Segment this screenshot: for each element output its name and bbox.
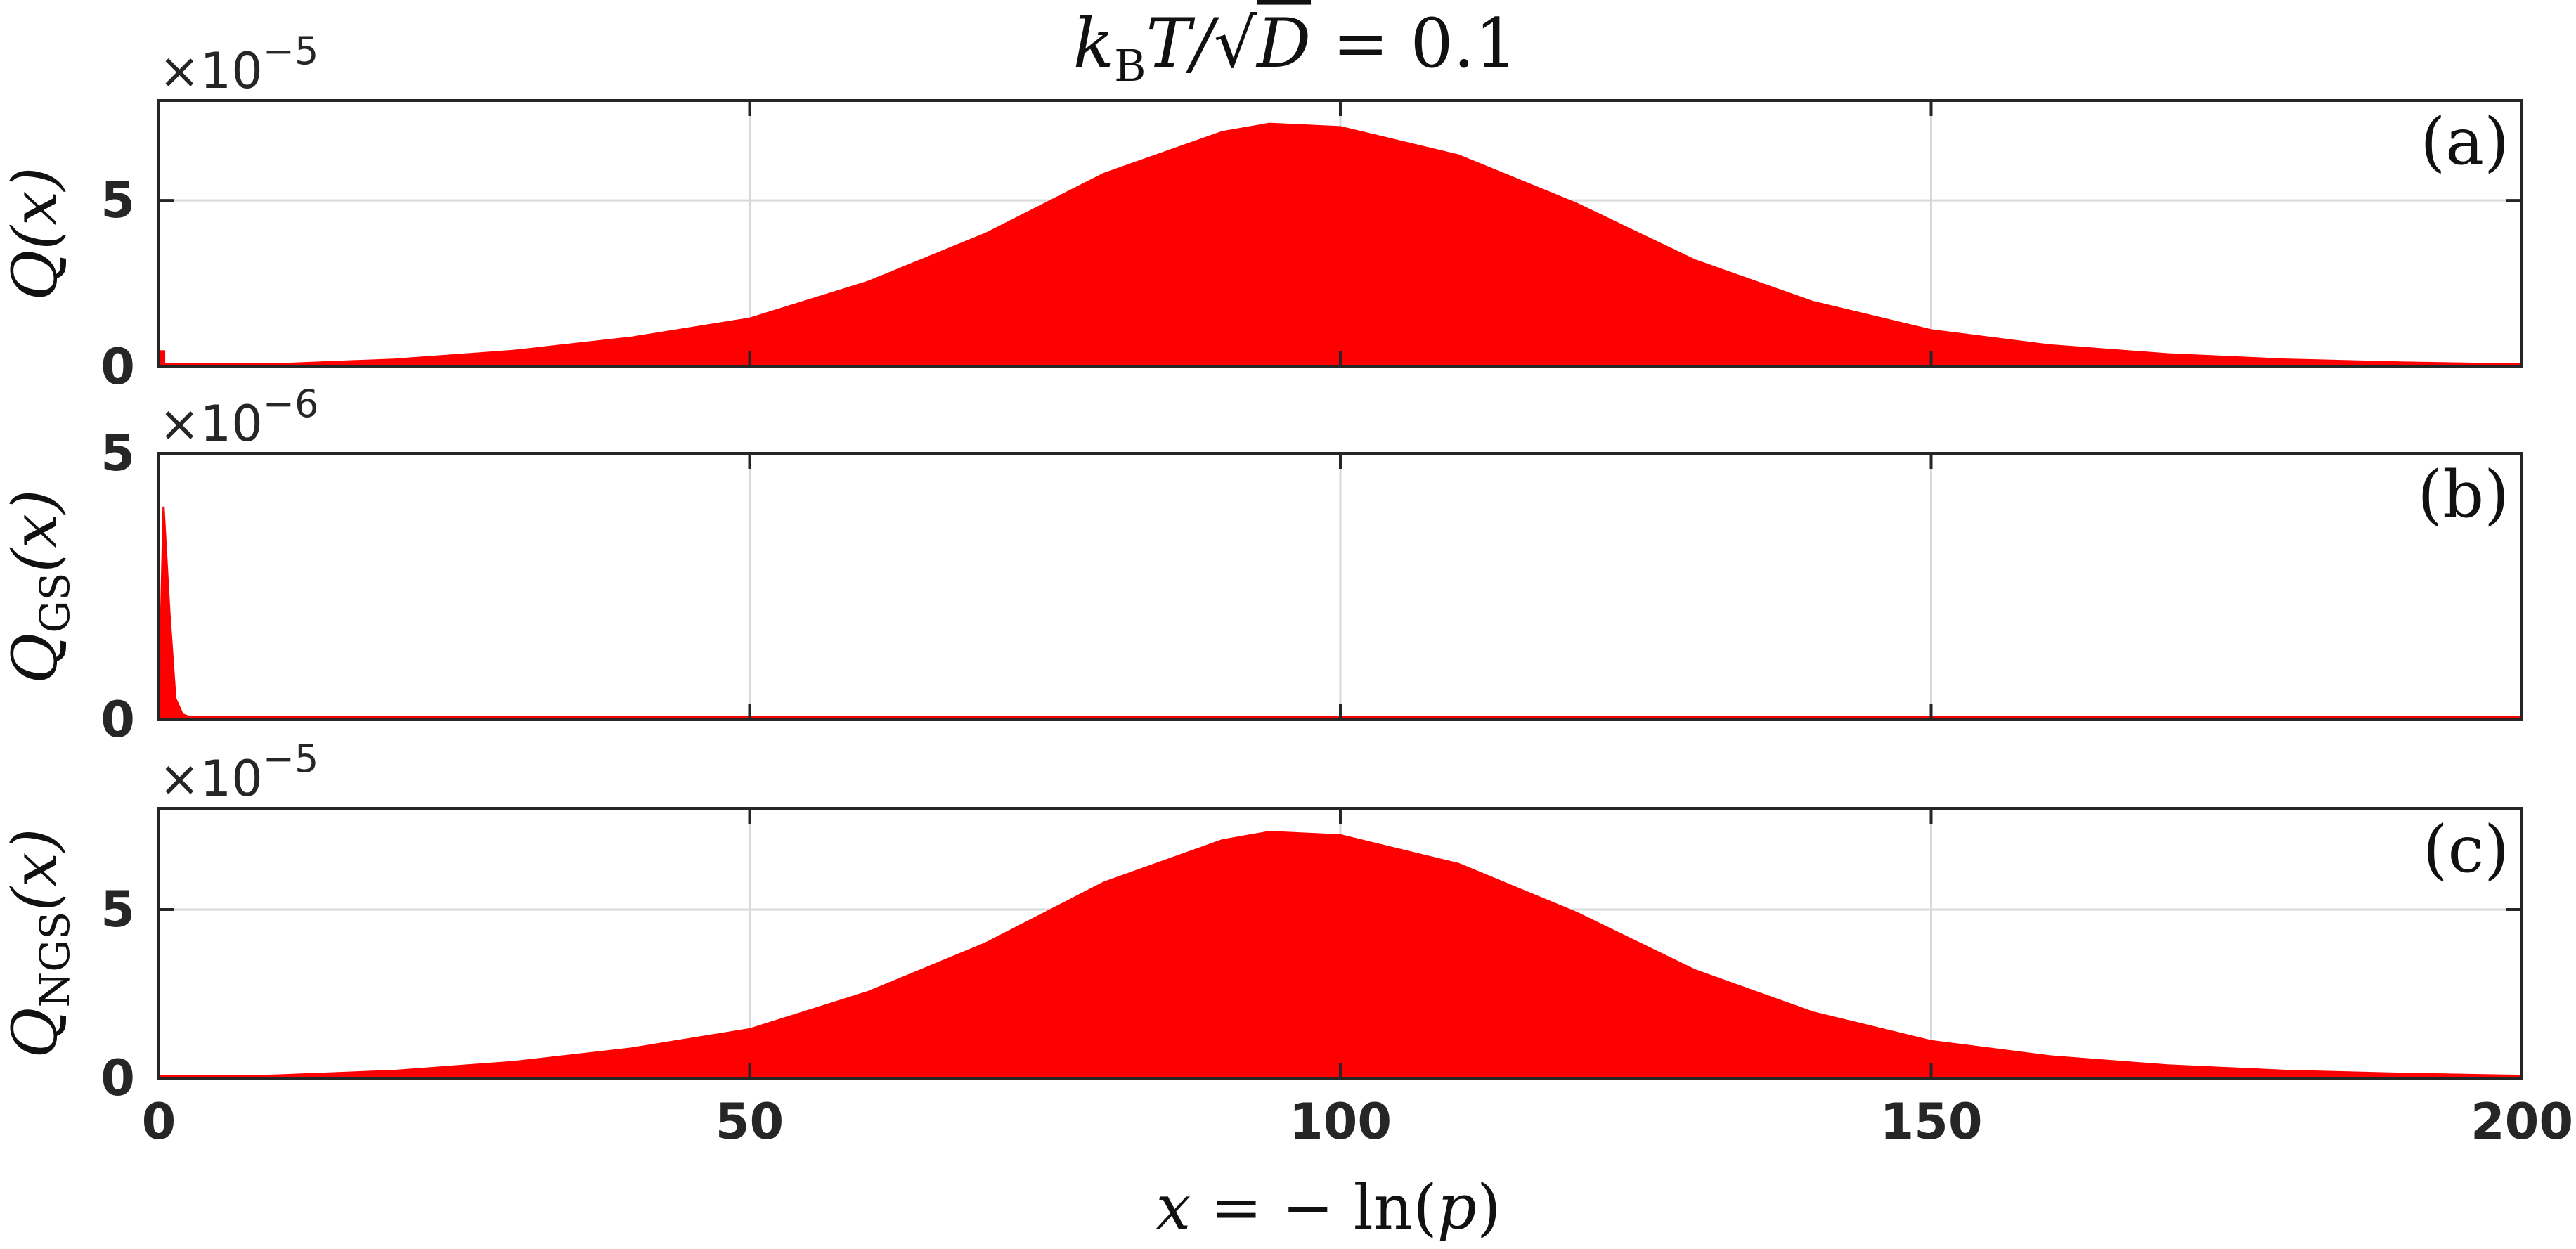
y-tick-label: 0 [101,691,135,749]
x-axis-label: x = − ln(p) [1156,1171,1501,1243]
y-multiplier: ×10−5 [159,29,318,100]
panel-2: 0 5 ×10−6 (b) QGS(x) [0,382,2523,749]
y-tick-label: 0 [101,338,135,396]
panel-1: 0 5 ×10−5 (a) Q(x) [0,29,2523,396]
x-tick-label: 50 [716,1093,784,1151]
y-axis-label: Q(x) [0,167,71,300]
y-tick-label: 5 [101,881,135,938]
y-axis-label: QNGS(x) [0,828,79,1058]
panel-label: (c) [2423,812,2509,887]
y-multiplier: ×10−5 [159,737,318,808]
y-axis-label: QGS(x) [0,489,79,684]
y-multiplier: ×10−6 [159,382,318,453]
y-tick-label: 0 [101,1049,135,1107]
panel-label: (a) [2420,104,2509,179]
x-tick-label: 0 [142,1093,176,1151]
figure-title: kBT/√D = 0.1 [1073,4,1517,91]
panel-label: (b) [2417,457,2509,532]
panels: 05×10−5(a)Q(x)05×10−6(b)QGS(x)0 50 100 150 2… [0,29,2573,1151]
area-series [158,831,2523,1080]
panel-3: 0 50 100 150 200 0 5 ×10−5 (c) QNGS(x) [0,737,2573,1151]
x-tick-label: 100 [1289,1093,1392,1151]
spike-mark [160,350,166,367]
y-tick-label: 5 [101,425,135,482]
area-series [158,122,2523,368]
y-tick-label: 5 [101,172,135,229]
x-tick-label: 150 [1879,1093,1982,1151]
x-tick-label: 200 [2471,1093,2573,1151]
